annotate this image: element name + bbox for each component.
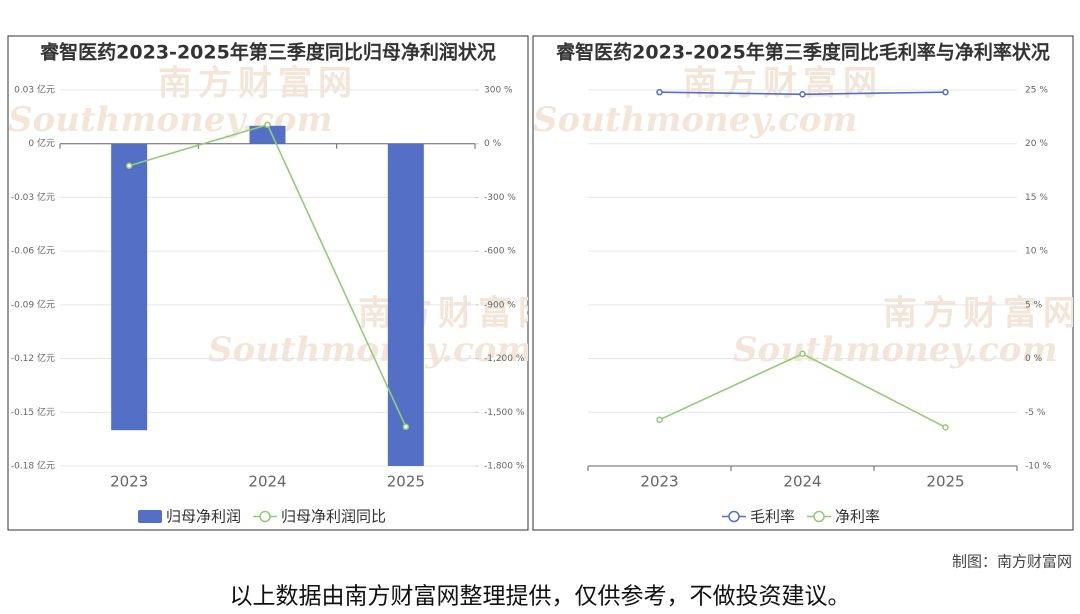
y-tick-label: 0 % xyxy=(1025,354,1043,364)
point xyxy=(125,162,133,169)
legend-label: 毛利率 xyxy=(750,508,795,526)
x-tick-label: 2023 xyxy=(110,473,148,491)
y2-tick-label: 0 % xyxy=(484,139,502,149)
disclaimer: 以上数据由南方财富网整理提供，仅供参考，不做投资建议。 xyxy=(230,584,851,610)
point xyxy=(264,121,271,128)
x-tick-label: 2025 xyxy=(387,473,425,491)
watermark: 南方财富网 xyxy=(683,64,883,104)
point xyxy=(656,416,663,424)
y2-tick-label: 300 % xyxy=(484,86,513,96)
y2-tick-label: -1,800 % xyxy=(484,462,525,472)
legend-swatch xyxy=(138,510,162,523)
watermark: Southmoney.com xyxy=(733,330,1057,370)
watermark: 南方财富网 xyxy=(883,294,1080,334)
chart-title: 睿智医药2023-2025年第三季度同比毛利率与净利率状况 xyxy=(556,41,1050,64)
y-tick-label: -10 % xyxy=(1025,462,1052,472)
legend-label: 归母净利润同比 xyxy=(281,508,386,526)
point xyxy=(656,88,663,96)
watermark: 南方财富网 xyxy=(358,294,558,334)
y-tick-label: 5 % xyxy=(1025,300,1043,310)
panel-frame xyxy=(532,35,1074,531)
x-tick-label: 2024 xyxy=(248,473,286,491)
y-tick-label: -5 % xyxy=(1025,408,1046,418)
chart: 南方财富网Southmoney.com南方财富网Southmoney.com0.… xyxy=(8,41,558,526)
y-tick-label: 0.03 亿元 xyxy=(14,84,55,96)
x-tick-label: 2024 xyxy=(783,473,821,491)
y-tick-label: -0.06 亿元 xyxy=(11,245,55,257)
watermark: Southmoney.com xyxy=(533,100,857,140)
legend-swatch xyxy=(259,510,271,523)
y-tick-label: -0.09 亿元 xyxy=(11,298,55,310)
y-tick-label: 0 亿元 xyxy=(28,137,55,149)
legend-swatch xyxy=(813,510,825,523)
legend-label: 净利率 xyxy=(835,508,880,526)
y-tick-label: 15 % xyxy=(1025,193,1048,203)
bar xyxy=(249,125,286,144)
point xyxy=(942,424,949,431)
y-tick-label: 20 % xyxy=(1025,139,1048,149)
y2-tick-label: -300 % xyxy=(484,193,516,203)
line xyxy=(128,123,407,428)
watermark: 南方财富网 xyxy=(158,64,358,104)
y-tick-label: -0.03 亿元 xyxy=(11,191,55,203)
point xyxy=(799,350,806,357)
y-tick-label: -0.18 亿元 xyxy=(11,460,55,472)
point xyxy=(942,88,949,96)
watermark: Southmoney.com xyxy=(208,330,532,370)
y-tick-label: 25 % xyxy=(1025,86,1048,96)
bar xyxy=(387,143,424,466)
chart: 南方财富网Southmoney.com南方财富网Southmoney.com25… xyxy=(533,41,1080,526)
credit: 制图：南方财富网 xyxy=(952,553,1072,571)
y-tick-label: 10 % xyxy=(1025,247,1048,257)
panel-frame xyxy=(7,35,529,531)
y2-tick-label: -1,200 % xyxy=(484,354,525,364)
y-tick-label: -0.15 亿元 xyxy=(11,406,55,418)
x-tick-label: 2023 xyxy=(640,473,678,491)
legend-swatch xyxy=(728,510,740,523)
y2-tick-label: -900 % xyxy=(484,300,516,310)
y2-tick-label: -1,500 % xyxy=(484,408,525,418)
y-tick-label: -0.12 亿元 xyxy=(11,352,55,364)
point xyxy=(402,423,410,431)
chart-title: 睿智医药2023-2025年第三季度同比归母净利润状况 xyxy=(40,41,496,64)
x-tick-label: 2025 xyxy=(926,473,964,491)
bar xyxy=(111,143,148,431)
point xyxy=(799,91,806,98)
y2-tick-label: -600 % xyxy=(484,247,516,257)
legend-label: 归母净利润 xyxy=(166,508,241,526)
